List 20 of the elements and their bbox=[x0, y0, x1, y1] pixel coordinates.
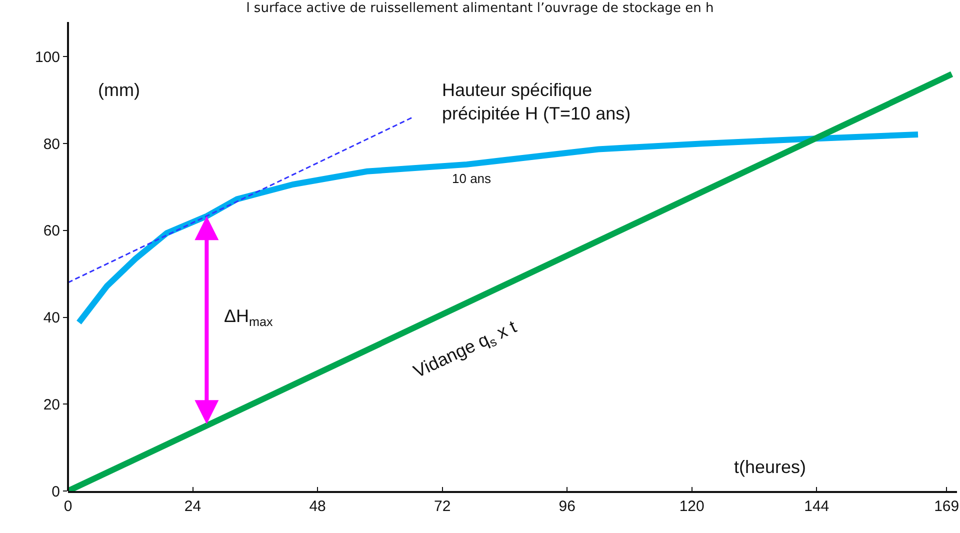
y-tick-label: 20 bbox=[43, 396, 60, 414]
y-tick-label: 100 bbox=[34, 48, 60, 66]
x-tick-label: 120 bbox=[679, 498, 704, 515]
annotation: 10 ans bbox=[452, 171, 492, 186]
x-axis-title: t(heures) bbox=[734, 457, 806, 477]
x-tick-label: 24 bbox=[184, 498, 202, 515]
x-tick-label: 169 bbox=[934, 498, 960, 515]
chart-title: l surface active de ruissellement alimentant l’ouvrage de stockage en h bbox=[246, 0, 714, 16]
y-tick-label: 0 bbox=[52, 483, 60, 500]
x-tick-label: 48 bbox=[309, 498, 326, 515]
x-tick-label: 96 bbox=[558, 498, 576, 515]
x-tick-label: 72 bbox=[434, 498, 451, 515]
y-tick-label: 60 bbox=[43, 222, 60, 240]
annotation: Hauteur spécifique précipitée H (T=10 ans) bbox=[442, 80, 631, 124]
y-axis-title: (mm) bbox=[98, 80, 140, 100]
x-tick-label: 144 bbox=[804, 498, 830, 515]
y-tick-label: 80 bbox=[43, 136, 60, 153]
annotation: ΔH$_{max}$ bbox=[224, 306, 274, 329]
y-tick-label: 40 bbox=[43, 310, 60, 327]
x-tick-label: 0 bbox=[64, 498, 72, 515]
